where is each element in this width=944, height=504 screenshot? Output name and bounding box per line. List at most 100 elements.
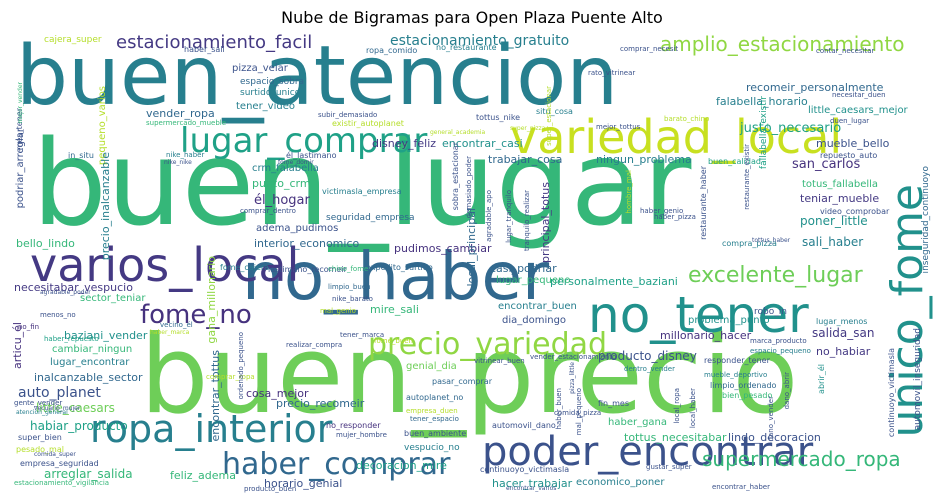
word-pesado-mal: pesado_mal xyxy=(16,445,64,454)
word-atencion-general: atencion_general xyxy=(16,409,68,416)
word-economico-poner: economico_poner xyxy=(576,477,665,488)
word-marca-producto: marca_producto xyxy=(750,337,807,345)
word-supermercado-ropa: supermercado_ropa xyxy=(702,447,901,471)
word-san-carlos: san_carlos xyxy=(792,157,861,172)
word-fome-no: fome_no xyxy=(140,300,252,330)
word-adema-pudimos: adema_pudimos xyxy=(256,223,339,234)
word-repuesto-auto: repuesto_auto xyxy=(820,151,878,160)
word-pasar-comprar: pasar_comprar xyxy=(432,377,492,386)
word-dano-vender: dano_vender xyxy=(767,396,775,442)
word-haber-buen: haber_buen xyxy=(555,388,563,430)
word-casi-podriar: casi_podriar xyxy=(490,262,557,275)
word-robo-in: robo_in xyxy=(754,307,787,317)
word-ropa-comido: ropa_comido xyxy=(366,46,418,55)
word-autoplanet-no: autoplanet_no xyxy=(406,393,464,402)
word-encontrar-haber: encontrar_haber xyxy=(712,483,770,491)
word-no-restaurante: no_restaurante xyxy=(436,43,497,52)
word-personalmente-baziani: personalmente_baziani xyxy=(550,275,678,288)
word-hombre-mal: hombre_mal xyxy=(625,170,633,214)
word-falabella-horario: falabella_horario xyxy=(716,95,808,108)
word-bello-lindo: bello_lindo xyxy=(16,237,75,250)
word-buen-ambiente: buen_ambiente xyxy=(404,429,467,438)
word-recomeir-personalmente: recomeir_personalmente xyxy=(746,81,884,94)
word-buen-atencion: buen_atencion xyxy=(16,32,619,124)
word-baziani-vender: baziani_vender xyxy=(64,329,148,342)
word-seguridad-empresa: seguridad_empresa xyxy=(326,213,415,223)
word-horario-genial: horario_genial xyxy=(264,477,343,490)
word-punto-crm: punto_crm xyxy=(252,177,311,190)
word-tranquilo-realizar: tranquilo_realizar xyxy=(523,190,531,251)
word-variedad-local: variedad_local xyxy=(510,110,843,164)
word-no-responder: no_responder xyxy=(326,421,381,430)
word-trabajar-cosa: trabajar_cosa xyxy=(488,153,563,166)
word-responder-tener: responder_tener xyxy=(704,356,770,365)
word-bien-pesado: bien_pesado xyxy=(722,391,773,400)
word-haber-gana: haber_gana xyxy=(608,417,668,428)
word-disney-feliz: disney_feliz xyxy=(372,137,437,150)
word-feliz-adema: feliz_adema xyxy=(170,469,236,482)
word-subir-demasiado: subir_demasiado xyxy=(318,111,378,119)
word-surtido-unico: surtido_unico xyxy=(240,88,301,98)
word-ningun-problema: ningun_problema xyxy=(596,153,692,166)
word-lugar-encontrar: lugar_encontrar xyxy=(50,357,130,368)
word-pudimos-cambiar: pudimos_cambiar xyxy=(394,242,492,255)
word-buen-lugar: buen_lugar xyxy=(32,114,692,252)
word-encontrar-tottus: encontrar_tottus xyxy=(209,350,222,442)
word-supermercado-mueble: supermercado_mueble xyxy=(146,119,227,127)
word-dano-abrir: dano_abrir xyxy=(783,372,791,410)
word-sector-teniar: sector_teniar xyxy=(80,293,146,304)
word-victimasla-empresa: victimasla_empresa xyxy=(322,187,402,196)
word-comprar-necesit: comprar_necesit xyxy=(620,45,679,53)
word-agradable-apo: agradable_apo xyxy=(485,190,493,242)
word-abrir-el: abrir_él xyxy=(817,364,826,394)
word-inalcanzable-sector: inalcanzable_sector xyxy=(34,371,143,384)
word-comprar-dentro: comprar_dentro xyxy=(240,207,296,215)
word-decoracion-mire: decoracion_mire xyxy=(356,459,447,472)
word-nike-nike: nike_nike xyxy=(164,159,192,166)
word-demasiado-poder: demasiado_poder xyxy=(465,156,473,219)
word-gente-vender: gente_vender xyxy=(14,399,63,407)
word-principal-totus: principal_totus xyxy=(539,182,552,263)
word-ordenado-pequeno: ordenado_pequeno xyxy=(237,332,245,400)
word-estacionamiento-gratuito: estacionamiento_gratuito xyxy=(390,33,570,49)
word-precio-recomeir: precio_recomeir xyxy=(276,397,365,410)
word-mueble-deportivo: mueble_deportivo xyxy=(704,371,768,379)
word-fome-buen: fome_buen xyxy=(374,337,413,345)
word-el-lastimano: él_lastimano xyxy=(286,151,337,160)
word-super-estacionar: super_estacionar xyxy=(545,86,553,146)
word-dentro-vender: dentro_vender xyxy=(624,365,675,373)
word-habiar-producto: habiar_producto xyxy=(30,419,128,433)
word-necesitabar-vespucio: necesitabar_vespucio xyxy=(14,281,133,294)
word-millonario-hacer: millonario_hacer xyxy=(660,329,752,342)
word-estacionamiento-facil: estacionamiento_facil xyxy=(116,32,313,53)
word-local-haber: local_haber xyxy=(689,388,697,429)
word-chino-fome: chino_fome xyxy=(328,265,369,273)
word-gustar-super: gustar_super xyxy=(646,463,692,471)
word-no-fin: no_fin xyxy=(18,323,40,331)
word-totus-fallabella: totus_fallabella xyxy=(802,179,879,190)
word-el-hogar: él_hogar xyxy=(254,193,310,208)
word-haber-pizza: haber_pizza xyxy=(654,213,696,221)
word-fallabella-existir: fallabella_existir xyxy=(759,96,769,170)
word-little-caesars-mejor: little_caesars_mejor xyxy=(808,105,908,116)
word-poner-little: poner_little xyxy=(800,214,868,228)
word-sali-haber: sali_haber xyxy=(802,235,864,249)
word-pizza-veiar: pizza_veiar xyxy=(232,63,288,74)
word-genial-dia: genial_dia xyxy=(406,361,457,372)
word-producto-buen: producto_buen xyxy=(244,485,297,493)
word-poder-encontrar: poder_encontrar xyxy=(482,429,814,475)
word-expedito-surtido: expedito_surtido xyxy=(366,263,433,272)
word-mueble-bello: mueble_bello xyxy=(816,137,890,150)
word-general-academia: general_academia xyxy=(430,129,486,136)
word-tener-video: tener_video xyxy=(236,101,295,112)
word-comida-super: comida_super xyxy=(34,451,76,458)
word-nike-barato: nike_barato xyxy=(332,295,373,303)
word-continuoyo-victimasla-h: continuoyo_victimasla xyxy=(480,465,570,474)
word-salida-san: salida_san xyxy=(812,326,875,340)
word-video-comprobar: video_comprobar xyxy=(820,207,890,216)
word-haber-sali: haber_sali xyxy=(184,45,225,54)
word-comprar-ropa: comprar_ropa xyxy=(206,373,255,381)
word-hacer-trabajar: hacer_trabajar xyxy=(492,477,573,490)
word-empresa-duen: empresa_duen xyxy=(406,407,458,415)
word-encontrar-buen: encontrar_buen xyxy=(498,301,577,312)
